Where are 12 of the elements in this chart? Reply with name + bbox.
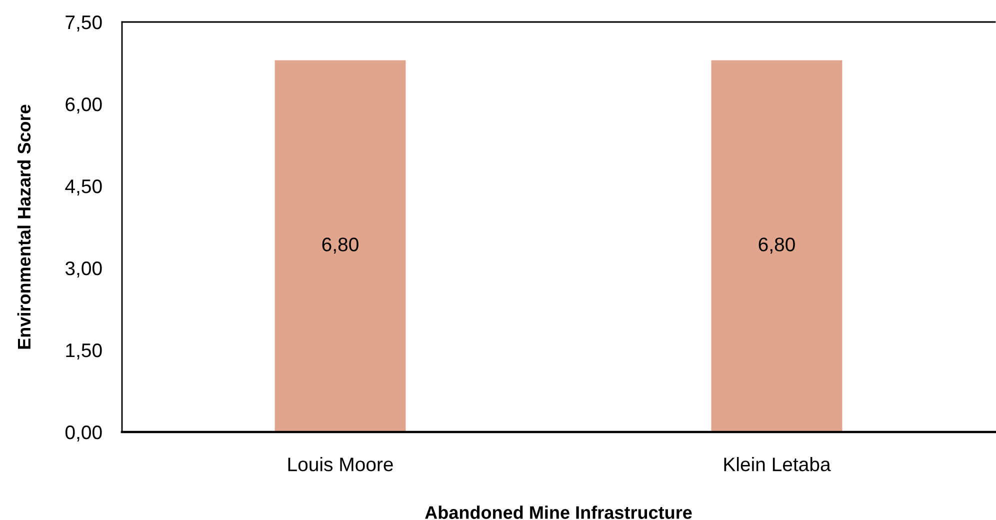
x-axis-title: Abandoned Mine Infrastructure bbox=[425, 506, 692, 519]
y-tick-label: 1,50 bbox=[66, 343, 102, 360]
y-axis-title: Environmental Hazard Score bbox=[17, 104, 31, 349]
y-tick-label: 7,50 bbox=[66, 15, 102, 32]
x-tick-label: Klein Letaba bbox=[724, 457, 831, 472]
y-tick-label: 4,50 bbox=[65, 179, 102, 196]
y-tick-label: 0,00 bbox=[65, 425, 102, 442]
data-label: 6,80 bbox=[322, 238, 358, 254]
y-tick-label: 6,00 bbox=[66, 97, 102, 114]
y-tick-label: 3,00 bbox=[65, 261, 102, 278]
data-label: 6,80 bbox=[758, 238, 795, 254]
x-tick-label: Louis Moore bbox=[288, 457, 393, 472]
